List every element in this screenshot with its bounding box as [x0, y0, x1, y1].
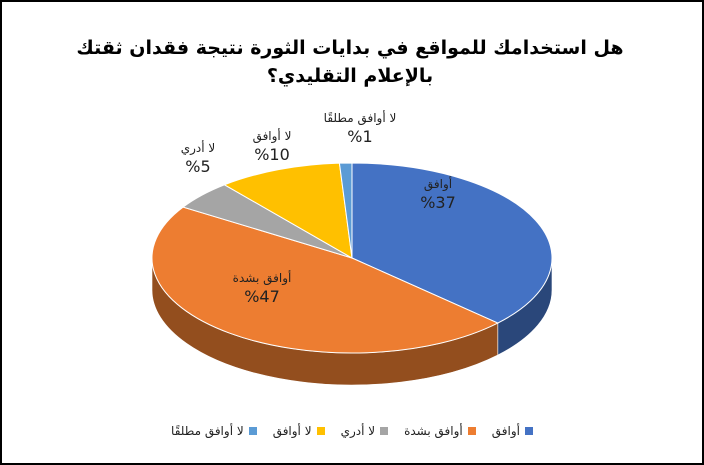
legend-item-3: لا أوافق	[273, 424, 325, 438]
legend-label-4: لا أوافق مطلقًا	[171, 424, 244, 438]
legend-item-2: لا أدري	[341, 424, 389, 438]
slice-0	[351, 162, 553, 324]
legend-label-3: لا أوافق	[272, 424, 312, 438]
slice-3	[223, 162, 353, 259]
data-label-category-2: لا أدري	[181, 140, 216, 156]
data-label-value-0: %37	[420, 193, 456, 212]
data-label-value-4: %1	[347, 127, 372, 146]
legend-swatch-2	[380, 427, 389, 435]
legend-label-2: لا أدري	[340, 424, 376, 438]
data-label-category-4: لا أوافق مطلقًا	[324, 110, 397, 126]
slice-4	[338, 162, 353, 259]
data-label-value-2: %5	[185, 157, 210, 176]
pie-slices	[151, 162, 553, 354]
legend: أوافق أوافق بشدة لا أدري لا أوافق لا أوافق م…	[0, 424, 704, 438]
data-label-value-1: %47	[244, 287, 280, 306]
legend-swatch-4	[248, 427, 257, 435]
slice-1	[151, 206, 499, 354]
chart-title: هل استخدامك للمواقع في بدايات الثورة نتي…	[76, 37, 624, 87]
legend-swatch-1	[467, 427, 476, 435]
legend-item-1: أوافق بشدة	[404, 424, 476, 438]
data-label-category-0: أوافق	[424, 176, 452, 192]
legend-swatch-3	[316, 427, 325, 435]
data-label-value-3: %10	[254, 145, 290, 164]
legend-label-0: أوافق	[491, 424, 520, 438]
legend-label-1: أوافق بشدة	[404, 424, 463, 438]
legend-item-0: أوافق	[492, 424, 533, 438]
data-label-category-1: أوافق بشدة	[233, 270, 292, 286]
data-label-category-3: لا أوافق	[253, 128, 292, 144]
legend-item-4: لا أوافق مطلقًا	[171, 424, 257, 438]
legend-swatch-0	[524, 427, 533, 435]
